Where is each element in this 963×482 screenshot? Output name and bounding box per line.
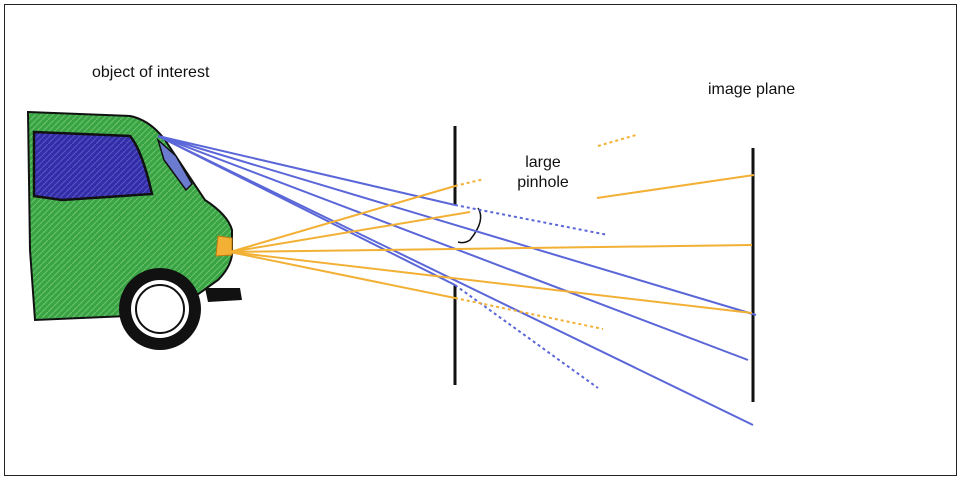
orange-ray	[229, 244, 753, 253]
orange-ray	[229, 251, 753, 314]
pinhole-label-line2: pinhole	[517, 174, 569, 191]
car-sketch-icon	[26, 110, 242, 322]
headlight	[215, 235, 233, 257]
orange-ray	[229, 185, 456, 253]
blue-rays-blocked	[454, 204, 609, 389]
orange-ray	[596, 174, 755, 199]
image-plane-label: image plane	[708, 81, 796, 98]
blue-ray-blocked	[454, 204, 609, 236]
pinhole-label-line1: large	[525, 154, 561, 171]
orange-ray-blocked	[597, 134, 637, 147]
blue-ray	[157, 135, 456, 286]
pinhole-label: large pinhole	[503, 153, 583, 193]
car-window	[32, 130, 154, 202]
orange-ray-blocked	[454, 297, 604, 330]
bumper	[205, 288, 242, 302]
orange-ray-blocked	[454, 178, 485, 187]
wheel-icon	[119, 268, 201, 350]
orange-rays	[229, 174, 755, 314]
blue-ray	[157, 135, 749, 361]
blue-ray	[157, 135, 456, 206]
blue-ray	[157, 135, 754, 426]
orange-rays-blocked	[454, 134, 637, 330]
pinhole-bracket	[457, 207, 482, 244]
orange-ray	[229, 251, 456, 299]
blue-ray	[157, 135, 757, 316]
object-label: object of interest	[92, 64, 210, 81]
orange-ray	[229, 211, 471, 253]
blue-rays	[157, 135, 757, 426]
blue-ray-blocked	[454, 284, 599, 389]
